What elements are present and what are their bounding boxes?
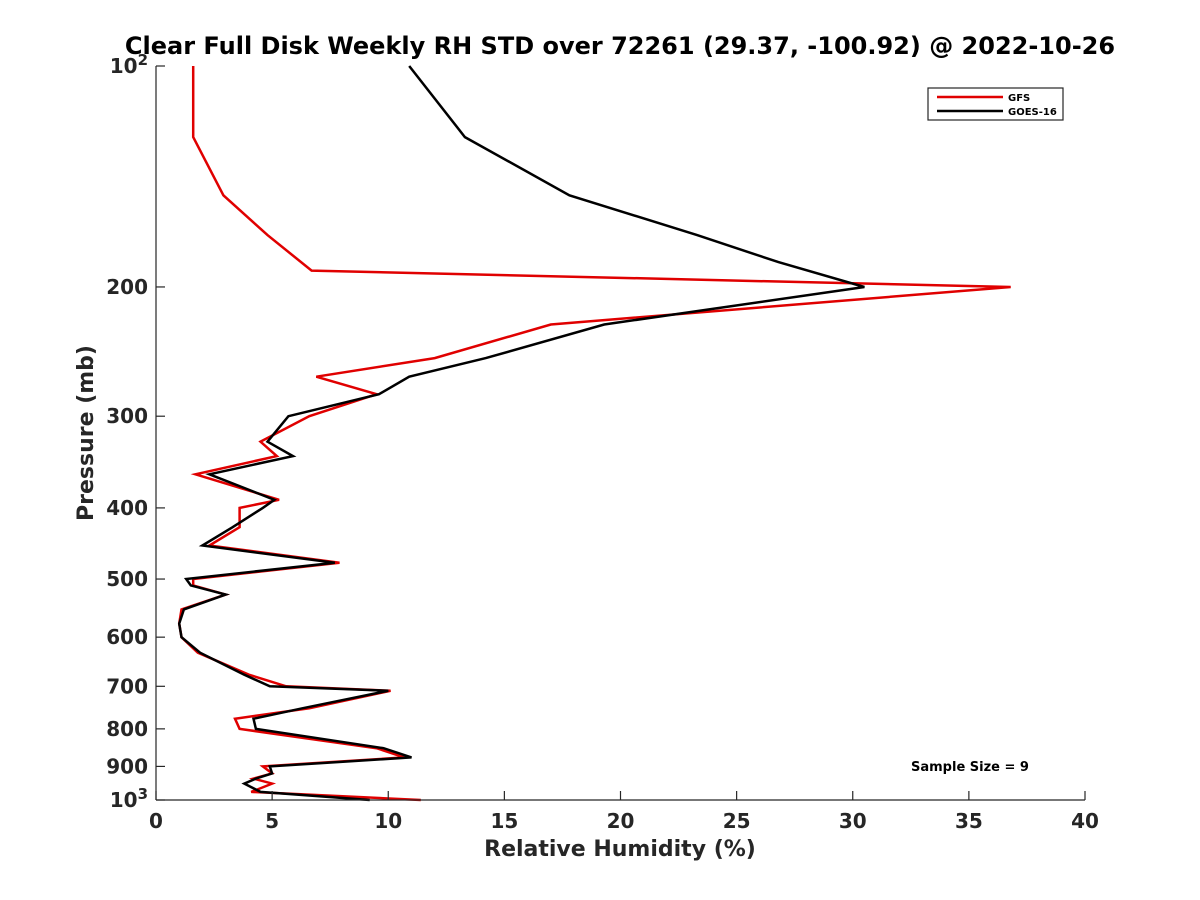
y-tick-label: 900	[106, 754, 148, 778]
y-tick-label: 800	[106, 717, 148, 741]
series-lines	[177, 65, 1011, 802]
y-tick-label: 500	[106, 567, 148, 591]
legend-box	[927, 87, 1064, 121]
x-tick-label: 5	[265, 809, 279, 833]
y-tick-label-base: 200	[106, 275, 148, 299]
y-tick-label: 103	[110, 785, 148, 812]
x-tick-label: 10	[374, 809, 402, 833]
x-tick-label: 15	[490, 809, 518, 833]
y-tick-label-base: 800	[106, 717, 148, 741]
x-tick-label: 30	[839, 809, 867, 833]
y-tick-label: 200	[106, 275, 148, 299]
legend-label-goes16: GOES-16	[1008, 107, 1057, 118]
legend: GFS GOES-16	[927, 87, 1064, 121]
y-tick-label-base: 600	[106, 625, 148, 649]
series-line-goes-16	[177, 65, 865, 802]
y-tick-label: 300	[106, 404, 148, 428]
y-axis-label: Pressure (mb)	[74, 345, 99, 521]
x-tick-label: 20	[607, 809, 635, 833]
x-tick-label: 40	[1071, 809, 1099, 833]
y-tick-label: 102	[110, 51, 148, 78]
y-tick-label: 600	[106, 625, 148, 649]
y-tick-label-base: 500	[106, 567, 148, 591]
y-tick-label-base: 700	[106, 674, 148, 698]
y-tick-label: 700	[106, 674, 148, 698]
y-tick-label-exponent: 2	[138, 51, 148, 69]
sample-size-annotation: Sample Size = 9	[911, 760, 1029, 775]
x-ticks: 0 5 10 15 20 25 30 35 40	[149, 791, 1099, 833]
y-tick-label-exponent: 3	[138, 785, 148, 803]
y-tick-label-base: 300	[106, 404, 148, 428]
x-tick-label: 25	[723, 809, 751, 833]
x-axis-label: Relative Humidity (%)	[484, 837, 756, 862]
plot-axes	[155, 66, 1085, 801]
y-tick-label-base: 10	[110, 54, 138, 78]
x-tick-label: 0	[149, 809, 163, 833]
x-tick-label: 35	[955, 809, 983, 833]
series-line-gfs	[177, 66, 1011, 802]
chart-title: Clear Full Disk Weekly RH STD over 72261…	[125, 32, 1115, 60]
y-tick-label: 400	[106, 496, 148, 520]
y-tick-label-base: 400	[106, 496, 148, 520]
legend-label-gfs: GFS	[1008, 93, 1030, 104]
y-tick-label-base: 900	[106, 754, 148, 778]
y-tick-label-base: 10	[110, 788, 138, 812]
